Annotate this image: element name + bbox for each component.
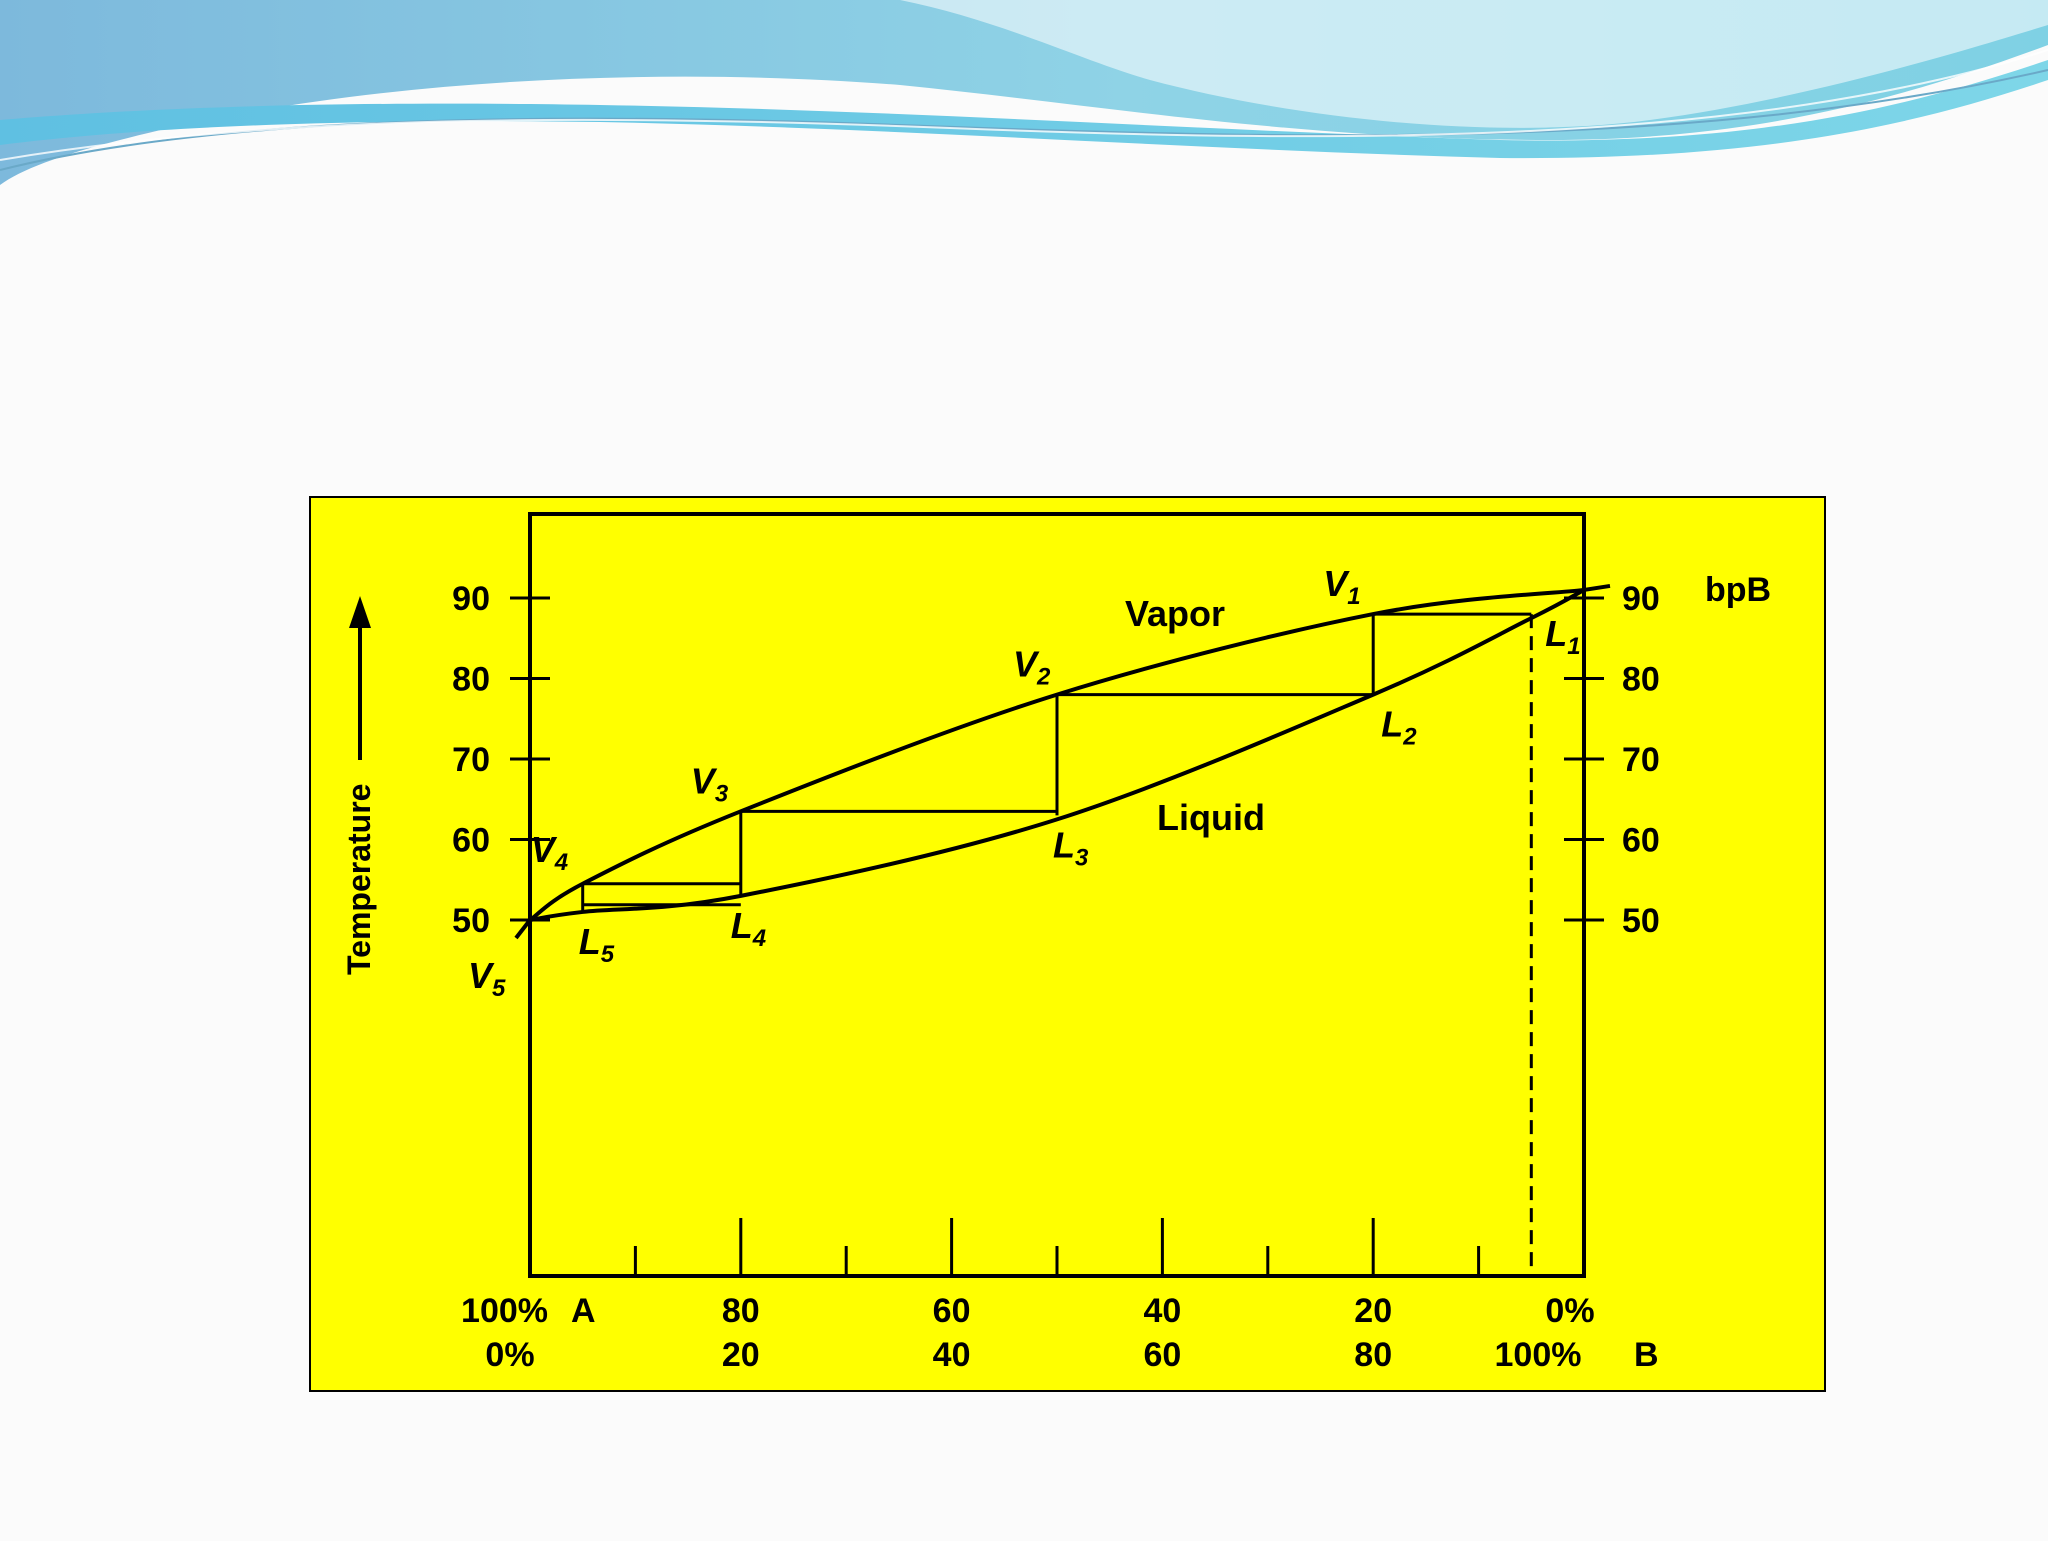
point-label-subscript: 1 [1567,633,1580,660]
x-tick-label-a: 40 [1143,1292,1181,1330]
x-end-label-b: B [1634,1336,1659,1374]
liquid-curve-label: Liquid [1157,797,1265,838]
y-tick-label-right: 50 [1622,902,1660,940]
header-wave-decoration [0,0,2048,185]
point-label-subscript: 3 [715,780,729,807]
y-tick-label-left: 60 [452,822,490,860]
y-axis-title-group: Temperature [341,596,377,975]
x-tick-label-a: 80 [722,1292,760,1330]
x-tick-label-b: 100% [1495,1336,1582,1374]
x-tick-label-b: 0% [485,1336,534,1374]
y-axis-title: Temperature [341,784,377,975]
x-tick-label-a: 20 [1354,1292,1392,1330]
y-tick-label-right: 80 [1622,661,1660,699]
x-end-label-a: A [571,1292,596,1330]
x-tick-label-b: 80 [1354,1336,1392,1374]
point-label-v3: V3 [691,760,729,807]
y-tick-label-right: 60 [1622,822,1660,860]
y-tick-label-left: 90 [452,580,490,618]
point-label-subscript: 1 [1347,583,1360,610]
point-label-subscript: 5 [601,941,615,968]
y-tick-label-left: 80 [452,661,490,699]
curve-right-tail [1583,583,1611,592]
liquid-curve [529,588,1585,922]
x-tick-label-a: 0% [1545,1292,1594,1330]
point-label-subscript: 2 [1036,664,1051,691]
chart-panel [309,496,1826,1392]
x-tick-label-a: 60 [933,1292,971,1330]
y-tick-label-right: 90 [1622,580,1660,618]
vapor-curve-label: Vapor [1125,593,1225,634]
bp-b-annotation: bpB [1705,571,1771,609]
x-tick-label-b: 60 [1143,1336,1181,1374]
y-tick-label-left: 50 [452,902,490,940]
y-tick-label-left: 70 [452,741,490,779]
up-arrow-icon [349,596,371,628]
vapor-curve-tail [514,918,532,940]
point-label-subscript: 2 [1402,724,1417,751]
point-label-subscript: 5 [492,975,506,1002]
x-tick-label-a: 100% [461,1292,548,1330]
x-tick-label-b: 20 [722,1336,760,1374]
y-tick-label-right: 70 [1622,741,1660,779]
point-label-subscript: 3 [1075,844,1089,871]
vapor-curve [528,587,1585,922]
point-label-subscript: 4 [554,849,568,876]
point-label-subscript: 4 [752,925,766,952]
x-tick-label-b: 40 [933,1336,971,1374]
